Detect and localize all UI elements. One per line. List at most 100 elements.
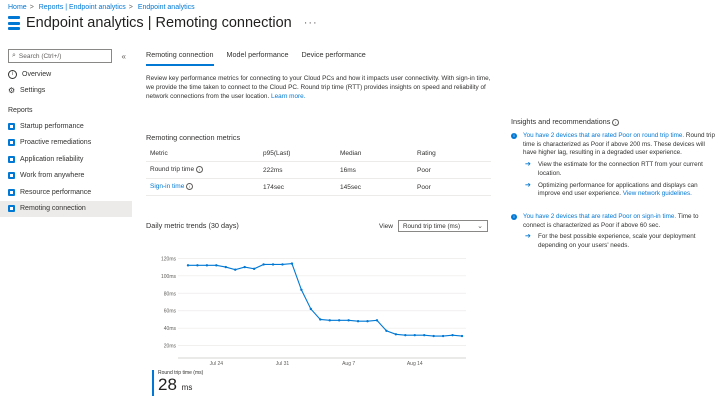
info-icon[interactable]: i xyxy=(612,118,620,126)
sidebar-item-remoting-connection[interactable]: Remoting connection xyxy=(0,200,132,217)
view-label: View xyxy=(379,223,393,230)
sidebar-item-label: Remoting connection xyxy=(20,205,86,213)
breadcrumb-separator: > xyxy=(128,4,133,11)
y-tick-label: 60ms xyxy=(164,309,177,315)
recommendation-item: ➔ Optimizing performance for application… xyxy=(511,182,716,199)
recommendation-item: ➔ For the best possible experience, scal… xyxy=(511,233,716,250)
sidebar-search: ⌕ Search (Ctrl+/) « xyxy=(8,49,126,63)
info-filled-icon: i xyxy=(511,133,517,139)
sidebar-item-resource-performance[interactable]: Resource performance xyxy=(0,184,132,201)
tab-device-performance[interactable]: Device performance xyxy=(301,50,366,59)
y-tick-label: 100ms xyxy=(161,274,177,280)
column-header: Median xyxy=(340,149,362,157)
metric-view-dropdown[interactable]: Round trip time (ms) ⌄ xyxy=(398,220,488,232)
page-header: Endpoint analytics | Remoting connection… xyxy=(8,15,318,31)
data-point xyxy=(356,320,360,323)
report-icon xyxy=(8,155,15,163)
data-point xyxy=(281,263,284,266)
sidebar-item-label: Startup performance xyxy=(20,122,84,130)
kpi-unit: ms xyxy=(181,383,193,392)
kpi-label: Round trip time (ms) xyxy=(158,370,204,376)
sidebar-item-settings[interactable]: ⚙ Settings xyxy=(0,83,132,100)
data-point xyxy=(441,334,445,338)
data-point xyxy=(196,264,199,267)
data-point xyxy=(394,333,398,336)
info-icon[interactable]: i xyxy=(196,166,204,174)
tab-model-performance[interactable]: Model performance xyxy=(226,50,289,59)
insight-highlight-link[interactable]: You have 2 devices that are rated Poor o… xyxy=(523,132,685,139)
trend-chart: 20ms 40ms 60ms 80ms 100ms 120ms Jul 24 Jul 31 Au… xyxy=(161,256,466,367)
data-point xyxy=(271,263,275,266)
data-point xyxy=(404,333,407,337)
search-input[interactable]: ⌕ Search (Ctrl+/) xyxy=(8,49,112,63)
sidebar-section-reports: Reports xyxy=(8,106,33,114)
series-line xyxy=(188,263,463,337)
data-point xyxy=(375,319,379,322)
breadcrumb-reports[interactable]: Reports | Endpoint analytics xyxy=(38,4,126,11)
recommendation-text: Optimizing performance for applications … xyxy=(538,181,698,198)
metric-name-link[interactable]: Sign-in time xyxy=(150,183,185,191)
info-icon[interactable]: i xyxy=(186,183,194,191)
data-point xyxy=(243,265,246,269)
table-row: Round trip time i 222ms 16ms Poor xyxy=(146,162,491,179)
data-point xyxy=(347,319,350,322)
sidebar-item-application-reliability[interactable]: Application reliability xyxy=(0,151,132,168)
chevron-down-icon: ⌄ xyxy=(477,223,483,230)
sidebar-item-label: Overview xyxy=(22,70,52,78)
breadcrumb-home[interactable]: Home xyxy=(8,4,27,11)
sidebar: ⌕ Search (Ctrl+/) « i Overview ⚙ Setting… xyxy=(0,45,132,217)
insight-text: You have 2 devices that are rated Poor o… xyxy=(523,213,716,230)
data-point xyxy=(262,263,265,266)
arrow-right-icon: ➔ xyxy=(525,181,531,189)
x-tick-label: Aug 7 xyxy=(342,361,355,367)
learn-more-link[interactable]: Learn more. xyxy=(271,93,306,101)
kpi-card: Round trip time (ms) 28 ms xyxy=(152,370,203,396)
recommendation-item: ➔ View the estimate for the connection R… xyxy=(511,161,716,178)
column-header: p95(Last) xyxy=(263,149,291,157)
more-options-button[interactable]: ··· xyxy=(303,17,318,29)
y-tick-label: 20ms xyxy=(164,344,177,350)
report-icon xyxy=(8,205,15,213)
sidebar-item-label: Resource performance xyxy=(20,188,92,196)
page-title: Endpoint analytics | Remoting connection xyxy=(26,15,292,31)
insight-item: i You have 2 devices that are rated Poor… xyxy=(511,132,716,158)
sidebar-item-overview[interactable]: i Overview xyxy=(0,66,132,83)
sidebar-item-proactive-remediations[interactable]: Proactive remediations xyxy=(0,135,132,152)
sidebar-item-startup-performance[interactable]: Startup performance xyxy=(0,118,132,135)
data-point xyxy=(290,262,294,265)
arrow-right-icon: ➔ xyxy=(525,233,531,241)
kpi-value: 28 xyxy=(158,375,177,394)
metrics-title: Remoting connection metrics xyxy=(146,133,241,142)
description-text: Review key performance metrics for conne… xyxy=(146,75,491,101)
sidebar-item-work-from-anywhere[interactable]: Work from anywhere xyxy=(0,168,132,185)
breadcrumb: Home > Reports | Endpoint analytics > Endp… xyxy=(8,4,198,11)
sidebar-item-label: Settings xyxy=(20,87,46,95)
collapse-sidebar-button[interactable]: « xyxy=(121,51,126,61)
data-point xyxy=(385,329,388,332)
data-point xyxy=(186,264,190,267)
recommendation-text: For the best possible experience, scale … xyxy=(538,233,696,250)
data-point xyxy=(366,320,369,323)
tab-remoting-connection[interactable]: Remoting connection xyxy=(146,50,214,66)
trends-title: Daily metric trends (30 days) xyxy=(146,221,239,230)
table-row: Sign-in time i 174sec 145sec Poor xyxy=(146,179,491,196)
insight-highlight-link[interactable]: You have 2 devices that are rated Poor o… xyxy=(523,212,677,220)
network-guidelines-link[interactable]: View network guidelines. xyxy=(622,190,692,198)
table-header-row: Metric p95(Last) Median Rating xyxy=(146,145,491,162)
gear-icon: ⚙ xyxy=(8,86,16,96)
y-tick-label: 120ms xyxy=(161,256,177,262)
recommendation-text: View the estimate for the connection RTT… xyxy=(538,161,703,177)
metric-name-cell: Sign-in time i xyxy=(146,183,263,191)
arrow-right-icon: ➔ xyxy=(525,161,531,169)
y-tick-label: 80ms xyxy=(164,291,177,297)
breadcrumb-endpoint-analytics[interactable]: Endpoint analytics xyxy=(137,4,195,11)
data-point xyxy=(205,264,209,267)
column-header: Metric xyxy=(150,149,168,157)
insight-body: Time to connect is characterized as Poor… xyxy=(523,212,699,229)
dropdown-value: Round trip time (ms) xyxy=(403,222,461,230)
rating-cell: Poor xyxy=(417,183,431,191)
sidebar-item-label: Proactive remediations xyxy=(20,139,92,147)
insight-item: i You have 2 devices that are rated Poor… xyxy=(511,213,716,230)
search-icon: ⌕ xyxy=(12,52,16,59)
report-icon xyxy=(8,188,15,196)
